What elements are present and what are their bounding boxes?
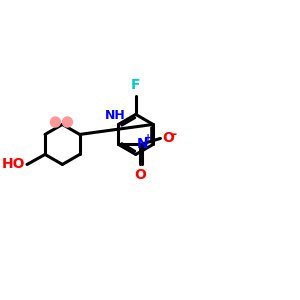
Text: NH: NH — [105, 110, 125, 122]
Text: O: O — [134, 168, 146, 182]
Text: +: + — [144, 133, 152, 143]
Text: O: O — [163, 131, 175, 146]
Text: F: F — [131, 78, 140, 92]
Circle shape — [62, 117, 72, 127]
Text: HO: HO — [1, 158, 25, 172]
Text: N: N — [137, 137, 148, 152]
Circle shape — [50, 117, 60, 127]
Text: -: - — [171, 128, 176, 141]
